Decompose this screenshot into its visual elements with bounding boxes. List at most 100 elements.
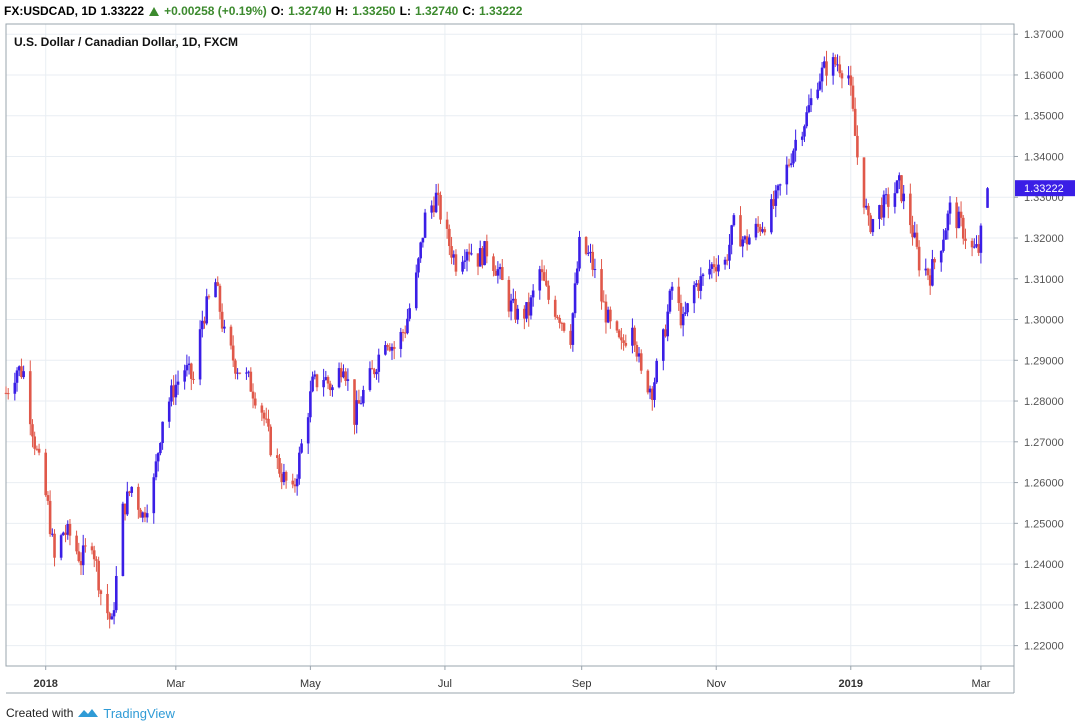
candle-body: [130, 486, 134, 493]
candle: [461, 255, 464, 275]
candle: [46, 491, 50, 505]
candle: [494, 265, 497, 277]
candle: [295, 474, 299, 496]
candle-body: [326, 377, 330, 384]
candle-body: [878, 205, 881, 220]
candle-body: [867, 205, 870, 216]
chart-title: U.S. Dollar / Canadian Dollar, 1D, FXCM: [14, 35, 238, 49]
candle: [201, 310, 204, 338]
candle: [540, 259, 544, 281]
candle-body: [156, 453, 160, 462]
candle-body: [823, 61, 826, 68]
open-value: 1.32740: [288, 4, 332, 18]
candle-body: [284, 471, 288, 481]
candle-body: [498, 267, 502, 270]
candle: [293, 478, 297, 493]
y-tick-label: 1.31000: [1024, 274, 1064, 286]
tradingview-brand[interactable]: TradingView: [103, 705, 175, 721]
candle-body: [419, 242, 422, 259]
candle-body: [306, 417, 310, 444]
candle: [359, 396, 363, 405]
candle: [756, 216, 760, 234]
candle-body: [108, 613, 111, 620]
candle: [309, 380, 312, 423]
candle: [584, 236, 588, 256]
candle: [362, 385, 365, 407]
candle: [152, 473, 156, 524]
candle-body: [386, 345, 389, 347]
candle: [900, 175, 903, 204]
candle: [975, 235, 978, 249]
candle-body: [22, 371, 25, 378]
candle-body: [646, 370, 650, 393]
candle-body: [838, 64, 842, 74]
candle-body: [728, 244, 731, 261]
y-tick-label: 1.30000: [1024, 315, 1064, 327]
y-tick-label: 1.22000: [1024, 641, 1064, 653]
candle: [485, 234, 489, 264]
candle-body: [692, 285, 696, 304]
candle-body: [655, 360, 658, 383]
candle-body: [31, 424, 34, 437]
candle-body: [44, 452, 48, 496]
candle: [220, 303, 224, 333]
candle-body: [928, 275, 932, 286]
candle-body: [743, 236, 747, 240]
candle: [59, 533, 63, 561]
candle: [346, 368, 350, 391]
candle-body: [507, 279, 511, 312]
candle: [886, 187, 890, 219]
candle-body: [423, 212, 427, 238]
candle: [28, 360, 32, 436]
candle-body: [915, 232, 919, 247]
x-tick-label: Mar: [971, 678, 990, 690]
candle: [871, 218, 875, 237]
price-chart[interactable]: U.S. Dollar / Canadian Dollar, 1D, FXCM 1…: [0, 0, 1078, 700]
candle: [370, 360, 374, 370]
candle: [723, 256, 727, 270]
candle: [633, 325, 636, 353]
candle-body: [745, 236, 749, 245]
candle: [492, 253, 495, 277]
candle: [159, 442, 162, 456]
candle: [368, 361, 372, 392]
candle: [216, 276, 220, 287]
candle: [278, 453, 281, 478]
candle-body: [739, 215, 742, 247]
candle-body: [516, 308, 520, 320]
candle: [463, 249, 467, 269]
candle: [743, 235, 747, 244]
candle-body: [778, 184, 782, 186]
candle-body: [68, 523, 72, 536]
candle-body: [64, 532, 67, 535]
candle-body: [803, 126, 806, 137]
candle-body: [851, 85, 855, 109]
candle: [269, 424, 272, 457]
candle-body: [604, 301, 608, 323]
candle: [344, 367, 347, 386]
candle: [79, 552, 83, 575]
candle-body: [66, 523, 70, 535]
footer: Created with TradingView: [6, 704, 175, 722]
candle: [476, 253, 480, 276]
candle: [661, 328, 665, 371]
candle-body: [653, 382, 656, 400]
candle: [110, 613, 114, 620]
candle: [869, 212, 872, 234]
candle-body: [236, 372, 239, 374]
candle-body: [686, 303, 689, 313]
candle: [615, 320, 619, 333]
candle-body: [368, 368, 372, 390]
candle: [913, 221, 917, 239]
candle: [741, 236, 745, 258]
candle: [174, 374, 178, 406]
candle: [514, 291, 517, 324]
plot-frame: [5, 23, 1015, 667]
candle-body: [939, 250, 943, 263]
candle: [139, 507, 142, 518]
candle: [445, 211, 449, 239]
candle-body: [170, 385, 173, 402]
candle: [778, 183, 782, 196]
candle: [710, 262, 714, 279]
y-tick-label: 1.34000: [1024, 151, 1064, 163]
